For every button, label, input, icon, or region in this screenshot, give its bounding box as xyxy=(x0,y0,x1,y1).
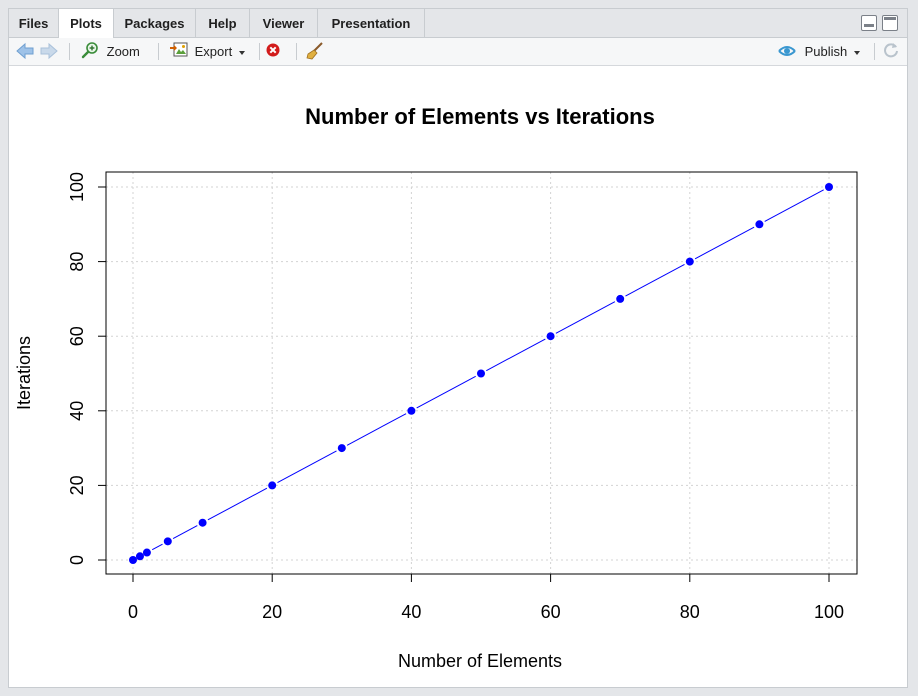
line-segment xyxy=(277,451,336,483)
x-tick-label: 0 xyxy=(128,602,138,622)
data-point xyxy=(338,444,346,452)
data-point xyxy=(547,332,555,340)
line-segment xyxy=(347,414,406,446)
line-segment xyxy=(556,302,615,334)
plots-pane: Files Plots Packages Help Viewer Present… xyxy=(8,8,908,688)
line-segment xyxy=(152,544,162,550)
y-tick-label: 40 xyxy=(67,401,87,421)
publish-label: Publish xyxy=(805,44,848,59)
plot-area: Number of Elements vs Iterations 0 20 40 60… xyxy=(9,66,907,687)
y-axis-label: Iterations xyxy=(14,336,34,410)
data-point xyxy=(407,407,415,415)
scatter-chart: Number of Elements vs Iterations 0 20 40 60… xyxy=(9,66,907,687)
line-segment xyxy=(765,190,824,222)
chevron-down-icon xyxy=(239,51,245,55)
maximize-icon[interactable] xyxy=(882,15,898,31)
data-point xyxy=(755,220,763,228)
chart-title: Number of Elements vs Iterations xyxy=(305,104,655,129)
series-line xyxy=(152,190,824,550)
data-point xyxy=(825,183,833,191)
x-tick-label: 20 xyxy=(262,602,282,622)
y-axis: 0 20 40 60 80 100 xyxy=(67,172,106,565)
data-points xyxy=(129,183,833,564)
y-tick-label: 20 xyxy=(67,475,87,495)
back-arrow-icon[interactable] xyxy=(15,41,35,62)
broom-icon[interactable] xyxy=(305,41,325,62)
tab-files[interactable]: Files xyxy=(9,9,59,37)
line-segment xyxy=(208,488,267,520)
tab-bar: Files Plots Packages Help Viewer Present… xyxy=(9,9,907,38)
zoom-icon xyxy=(81,41,99,59)
y-tick-label: 100 xyxy=(67,172,87,202)
tab-presentation[interactable]: Presentation xyxy=(318,9,425,37)
data-point xyxy=(136,552,144,560)
data-point xyxy=(199,519,207,527)
data-point xyxy=(268,481,276,489)
x-tick-label: 80 xyxy=(680,602,700,622)
tab-plots[interactable]: Plots xyxy=(58,9,114,38)
data-point xyxy=(143,549,151,557)
plot-toolbar: Zoom Export xyxy=(9,38,907,66)
x-axis-label: Number of Elements xyxy=(398,651,562,671)
line-segment xyxy=(625,264,684,296)
x-tick-label: 60 xyxy=(541,602,561,622)
tab-packages[interactable]: Packages xyxy=(114,9,196,37)
data-point xyxy=(686,258,694,266)
data-point xyxy=(616,295,624,303)
line-segment xyxy=(173,526,197,539)
y-tick-label: 60 xyxy=(67,326,87,346)
chevron-down-icon xyxy=(854,51,860,55)
tab-help[interactable]: Help xyxy=(196,9,250,37)
x-tick-label: 40 xyxy=(401,602,421,622)
zoom-button[interactable]: Zoom xyxy=(81,41,140,62)
forward-arrow-icon[interactable] xyxy=(39,41,59,62)
data-point xyxy=(477,370,485,378)
export-label: Export xyxy=(195,44,233,59)
data-point xyxy=(129,556,137,564)
x-tick-label: 100 xyxy=(814,602,844,622)
y-tick-label: 80 xyxy=(67,252,87,272)
zoom-label: Zoom xyxy=(107,44,140,59)
minimize-icon[interactable] xyxy=(861,15,877,31)
y-tick-label: 0 xyxy=(67,555,87,565)
publish-button[interactable]: Publish xyxy=(777,41,860,62)
refresh-icon[interactable] xyxy=(882,41,900,62)
line-segment xyxy=(417,376,476,408)
data-point xyxy=(164,537,172,545)
line-segment xyxy=(486,339,545,371)
x-axis: 0 20 40 60 80 100 xyxy=(128,574,844,622)
export-icon xyxy=(169,41,189,59)
remove-plot-icon[interactable] xyxy=(265,41,283,62)
tab-viewer[interactable]: Viewer xyxy=(250,9,318,37)
export-button[interactable]: Export xyxy=(169,41,245,62)
line-segment xyxy=(695,227,754,259)
publish-icon xyxy=(777,43,797,59)
